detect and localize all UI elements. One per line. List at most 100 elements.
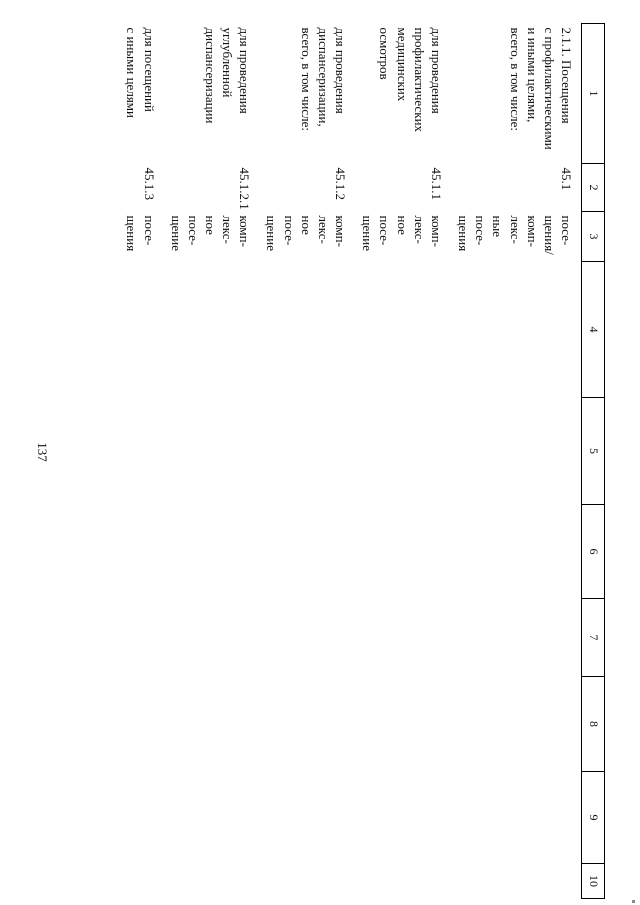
data-table: 1 2 3 4 5 6 7 8 9 10 2.1.1. Посещения с п… — [123, 23, 605, 899]
row-code-cell: 45.1.1 — [428, 167, 444, 201]
scan-speck — [632, 900, 635, 903]
row-code-cell: 45.1.2.1 — [237, 167, 253, 210]
row-unit-line: щение — [168, 215, 184, 251]
empty-value-cell — [455, 505, 582, 599]
row-name-cell: для проведения диспансеризации, всего, в т… — [263, 24, 359, 164]
column-header: 6 — [581, 504, 605, 599]
empty-value-cell — [168, 677, 264, 772]
empty-value-cell — [455, 772, 582, 864]
page-number: 137 — [35, 442, 50, 462]
empty-value-cell — [263, 505, 359, 599]
empty-value-cell — [359, 772, 455, 864]
empty-value-cell — [168, 262, 264, 398]
row-name-line: для проведения — [333, 27, 349, 114]
table-row: для проведения углубленной диспансеризации… — [168, 24, 264, 899]
row-unit-line: комп- — [428, 215, 444, 247]
empty-value-cell — [359, 677, 455, 772]
column-header: 4 — [581, 261, 605, 398]
table-body: 2.1.1. Посещения с профилактическими и ины… — [123, 24, 581, 899]
empty-value-cell — [359, 864, 455, 899]
row-unit-line: ное — [394, 215, 410, 235]
row-unit-line: ные — [490, 215, 506, 237]
row-code-cell: 45.1.2 — [333, 167, 349, 201]
empty-value-cell — [123, 772, 167, 864]
empty-value-cell — [455, 864, 582, 899]
column-header: 10 — [581, 863, 605, 899]
empty-value-cell — [123, 677, 167, 772]
row-name-line: профилактических — [411, 27, 427, 133]
row-name-line: для посещений — [141, 27, 157, 112]
row-name-line: медицинских — [394, 27, 410, 102]
row-name-line: с профилактическими — [541, 27, 557, 150]
empty-value-cell — [455, 677, 582, 772]
row-name-line: и иными целями, — [524, 27, 540, 123]
row-unit-line: комп- — [524, 215, 540, 247]
column-header: 5 — [581, 397, 605, 505]
empty-value-cell — [263, 398, 359, 505]
row-name-line: для проведения — [237, 27, 253, 114]
row-unit-line: щения/ — [541, 215, 557, 255]
empty-value-cell — [263, 772, 359, 864]
empty-value-cell — [263, 599, 359, 677]
empty-value-cell — [455, 398, 582, 505]
empty-value-cell — [359, 505, 455, 599]
row-unit-line: лекс- — [507, 215, 523, 244]
table-row: 2.1.1. Посещения с профилактическими и ины… — [455, 24, 582, 899]
row-unit-line: посе- — [377, 215, 393, 246]
empty-value-cell — [455, 262, 582, 398]
empty-value-cell — [359, 398, 455, 505]
row-unit-line: посе- — [281, 215, 297, 246]
row-unit-cell: посе-щения — [123, 212, 167, 262]
empty-value-cell — [168, 398, 264, 505]
row-unit-line: щения — [456, 215, 472, 252]
row-name-cell: для проведения профилактических медицински… — [359, 24, 455, 164]
empty-value-cell — [455, 599, 582, 677]
table-row: для проведения профилактических медицински… — [359, 24, 455, 899]
row-name-line: диспансеризации, — [315, 27, 331, 127]
row-name-line: осмотров — [377, 27, 393, 80]
row-unit-cell: комп-лекс-ное посе-щение — [359, 212, 455, 262]
column-header: 2 — [581, 163, 605, 212]
empty-value-cell — [123, 864, 167, 899]
row-name-line: диспансеризации — [203, 27, 219, 124]
row-name-cell: 2.1.1. Посещения с профилактическими и ины… — [455, 24, 582, 164]
row-unit-line: щение — [264, 215, 280, 251]
rotated-table-container: 1 2 3 4 5 6 7 8 9 10 2.1.1. Посещения с п… — [85, 23, 605, 899]
row-name-line: для проведения — [428, 27, 444, 114]
empty-value-cell — [123, 398, 167, 505]
row-name-line: всего, в том числе: — [507, 27, 523, 132]
row-name-line: всего, в том числе: — [298, 27, 314, 132]
column-header: 9 — [581, 771, 605, 864]
empty-value-cell — [263, 262, 359, 398]
table-header-row: 1 2 3 4 5 6 7 8 9 10 — [581, 23, 605, 899]
column-header: 1 — [581, 23, 605, 164]
row-name-line: 2.1.1. Посещения — [559, 27, 574, 124]
row-name-line: с иными целями — [124, 27, 140, 118]
row-code-cell: 45.1.3 — [141, 167, 157, 201]
empty-value-cell — [123, 262, 167, 398]
empty-value-cell — [263, 677, 359, 772]
row-unit-line: посе- — [559, 215, 574, 246]
empty-value-cell — [359, 599, 455, 677]
empty-value-cell — [168, 864, 264, 899]
empty-value-cell — [168, 599, 264, 677]
row-unit-line: лекс- — [411, 215, 427, 244]
row-unit-line: щения — [124, 215, 140, 252]
column-header: 8 — [581, 676, 605, 772]
table-row: для проведения диспансеризации, всего, в т… — [263, 24, 359, 899]
row-unit-line: ное — [298, 215, 314, 235]
row-unit-line: посе- — [473, 215, 489, 246]
column-header: 7 — [581, 598, 605, 677]
row-name-line: углубленной — [220, 27, 236, 98]
table-row: для посещений с иными целями 45.1.3 посе-ще… — [123, 24, 167, 899]
row-unit-line: посе- — [185, 215, 201, 246]
empty-value-cell — [168, 505, 264, 599]
row-unit-line: щение — [360, 215, 376, 251]
row-unit-cell: комп-лекс-ное посе-щение — [263, 212, 359, 262]
empty-value-cell — [263, 864, 359, 899]
row-unit-line: ное — [203, 215, 219, 235]
row-name-cell: для посещений с иными целями — [123, 24, 167, 164]
row-unit-line: комп- — [237, 215, 253, 247]
row-name-cell: для проведения углубленной диспансеризации — [168, 24, 264, 164]
row-unit-cell: посе-щения/комп-лекс-ные посе-щения — [455, 212, 582, 262]
